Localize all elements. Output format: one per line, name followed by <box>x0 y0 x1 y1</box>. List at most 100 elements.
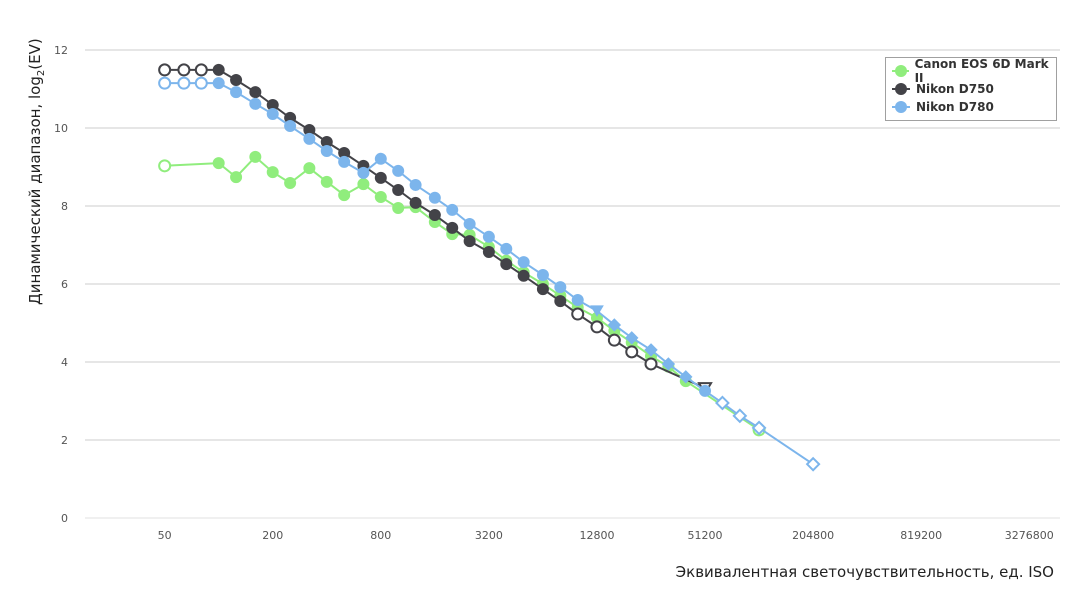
data-point[interactable] <box>482 246 495 259</box>
data-point[interactable] <box>266 166 279 179</box>
data-point[interactable] <box>249 86 262 99</box>
legend-item-d780[interactable]: Nikon D780 <box>892 98 1050 116</box>
data-point[interactable] <box>158 159 172 173</box>
series-0 <box>158 150 766 437</box>
y-axis-title: Динамический диапазон, log2(EV) <box>26 38 47 305</box>
data-point[interactable] <box>392 184 405 197</box>
data-point[interactable] <box>230 86 243 99</box>
x-tick-label: 3276800 <box>1005 529 1054 542</box>
data-point[interactable] <box>625 345 639 359</box>
data-point[interactable] <box>679 370 693 384</box>
data-point[interactable] <box>517 269 530 282</box>
data-point[interactable] <box>536 269 549 282</box>
data-point[interactable] <box>715 395 730 411</box>
y-tick-labels: 0 2 4 6 8 10 12 <box>54 44 68 525</box>
y-tick-label: 4 <box>61 356 68 369</box>
data-point[interactable] <box>732 408 748 424</box>
series-2 <box>158 76 821 472</box>
data-point[interactable] <box>446 221 459 234</box>
legend-marker-icon <box>892 83 910 95</box>
data-point[interactable] <box>212 77 225 90</box>
data-point[interactable] <box>357 166 370 179</box>
data-point[interactable] <box>158 76 172 90</box>
data-point[interactable] <box>463 235 476 248</box>
data-point[interactable] <box>590 305 604 317</box>
x-axis-title: Эквивалентная светочувствительность, ед.… <box>675 563 1054 581</box>
y-axis-title-sub: 2 <box>36 69 47 77</box>
data-point[interactable] <box>409 196 422 209</box>
data-point[interactable] <box>392 201 405 214</box>
data-point[interactable] <box>177 63 191 77</box>
data-point[interactable] <box>554 295 567 308</box>
data-point[interactable] <box>338 189 351 202</box>
series-layer <box>158 63 821 472</box>
data-point[interactable] <box>194 76 208 90</box>
data-point[interactable] <box>249 150 262 163</box>
x-tick-label: 51200 <box>688 529 723 542</box>
data-point[interactable] <box>194 63 208 77</box>
legend-marker-icon <box>892 65 909 77</box>
data-point[interactable] <box>357 178 370 191</box>
data-point[interactable] <box>212 63 225 76</box>
data-point[interactable] <box>303 132 316 145</box>
legend-label: Nikon D780 <box>916 100 994 114</box>
x-tick-label: 204800 <box>792 529 834 542</box>
data-point[interactable] <box>428 191 441 204</box>
data-point[interactable] <box>374 171 387 184</box>
y-tick-label: 0 <box>61 512 68 525</box>
data-point[interactable] <box>249 97 262 110</box>
legend-marker-icon <box>892 101 910 113</box>
data-point[interactable] <box>284 176 297 189</box>
data-point[interactable] <box>482 230 495 243</box>
y-tick-label: 12 <box>54 44 68 57</box>
data-point[interactable] <box>374 152 387 165</box>
x-tick-label: 50 <box>158 529 172 542</box>
data-point[interactable] <box>536 283 549 296</box>
data-point[interactable] <box>320 145 333 158</box>
data-point[interactable] <box>699 384 712 397</box>
data-point[interactable] <box>517 256 530 269</box>
data-point[interactable] <box>284 120 297 133</box>
legend-label: Nikon D750 <box>916 82 994 96</box>
data-point[interactable] <box>212 157 225 170</box>
data-point[interactable] <box>751 420 767 436</box>
data-point[interactable] <box>428 208 441 221</box>
data-point[interactable] <box>409 178 422 191</box>
data-point[interactable] <box>374 191 387 204</box>
data-point[interactable] <box>320 175 333 188</box>
data-point[interactable] <box>158 63 172 77</box>
y-tick-label: 6 <box>61 278 68 291</box>
data-point[interactable] <box>571 307 585 321</box>
data-point[interactable] <box>500 258 513 271</box>
data-point[interactable] <box>392 164 405 177</box>
series-line <box>164 68 706 390</box>
legend-item-d750[interactable]: Nikon D750 <box>892 80 1050 98</box>
data-point[interactable] <box>607 318 622 332</box>
data-point[interactable] <box>230 171 243 184</box>
data-point[interactable] <box>644 343 658 357</box>
data-point[interactable] <box>644 357 658 371</box>
series-line <box>164 82 814 466</box>
data-point[interactable] <box>463 217 476 230</box>
data-point[interactable] <box>607 333 621 347</box>
data-point[interactable] <box>571 293 584 306</box>
y-tick-label: 2 <box>61 434 68 447</box>
data-point[interactable] <box>303 162 316 175</box>
legend-label: Canon EOS 6D Mark II <box>914 57 1049 85</box>
data-point[interactable] <box>230 74 243 87</box>
data-point[interactable] <box>177 76 191 90</box>
y-tick-label: 8 <box>61 200 68 213</box>
data-point[interactable] <box>661 357 676 371</box>
data-point[interactable] <box>266 107 279 120</box>
legend-item-canon[interactable]: Canon EOS 6D Mark II <box>892 57 1050 85</box>
data-point[interactable] <box>590 320 604 334</box>
data-point[interactable] <box>500 242 513 255</box>
data-point[interactable] <box>446 203 459 216</box>
data-point[interactable] <box>805 456 821 472</box>
series-1 <box>158 63 713 396</box>
data-point[interactable] <box>554 281 567 294</box>
data-point[interactable] <box>338 155 351 168</box>
data-point[interactable] <box>625 331 639 345</box>
x-tick-label: 12800 <box>579 529 614 542</box>
